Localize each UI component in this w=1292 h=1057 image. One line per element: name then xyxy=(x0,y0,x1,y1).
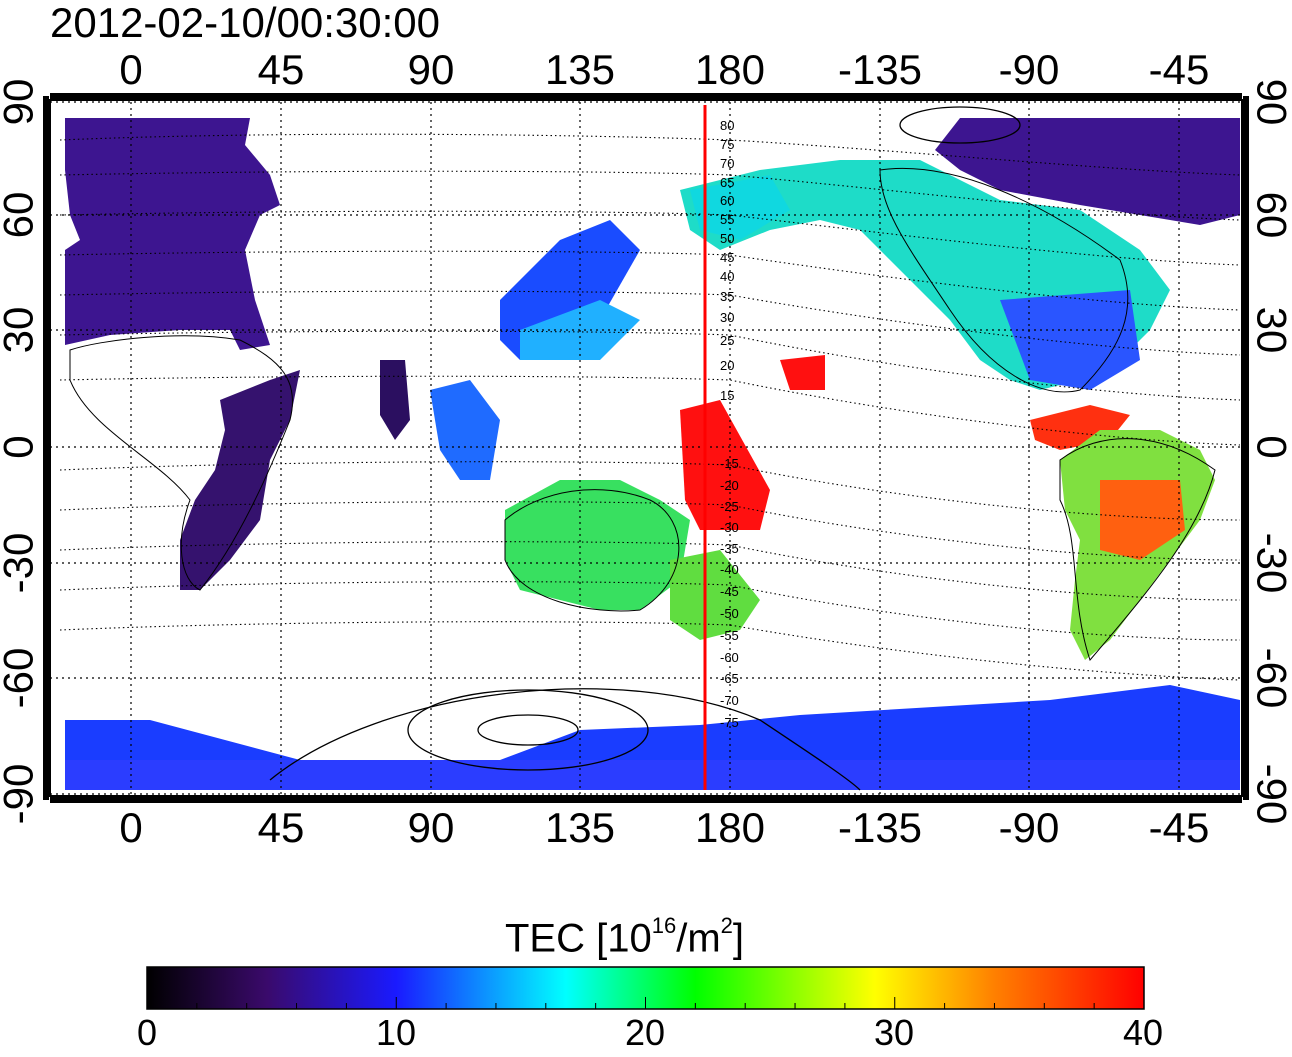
mlat-label: 20 xyxy=(720,358,734,373)
mlat-label: -75 xyxy=(720,715,739,730)
lat-tick-right: -60 xyxy=(1249,648,1292,709)
mlat-label: -20 xyxy=(720,478,739,493)
lat-tick-left: 0 xyxy=(0,435,42,458)
lon-tick-bottom: 135 xyxy=(545,804,615,851)
mlat-label: 60 xyxy=(720,193,734,208)
lat-tick-right: -30 xyxy=(1249,533,1292,594)
mlat-label: -25 xyxy=(720,499,739,514)
lon-tick-top: 180 xyxy=(695,46,765,93)
map-frame xyxy=(49,99,1243,797)
mlat-label: 80 xyxy=(720,118,734,133)
tec-data-layer xyxy=(65,118,1240,790)
lat-tick-right: 30 xyxy=(1249,307,1292,354)
tec-region-australia xyxy=(505,480,690,610)
lon-tick-bottom: 0 xyxy=(119,804,142,851)
lon-tick-top: -135 xyxy=(838,46,922,93)
mlat-label: 55 xyxy=(720,212,734,227)
mlat-label: -15 xyxy=(720,456,739,471)
lon-tick-bottom: 45 xyxy=(258,804,305,851)
lon-tick-top: 135 xyxy=(545,46,615,93)
lat-tick-left: 30 xyxy=(0,307,42,354)
lat-tick-right: 60 xyxy=(1249,192,1292,239)
mlat-label: 45 xyxy=(720,250,734,265)
lat-tick-right: 90 xyxy=(1249,79,1292,126)
tec-region-europe xyxy=(65,118,280,350)
coastlines xyxy=(69,167,1216,661)
mlat-label: -45 xyxy=(720,584,739,599)
lon-ticks-top: 0 45 90 135 180 -135 -90 -45 xyxy=(119,46,1209,93)
lat-tick-right: 0 xyxy=(1249,435,1292,458)
colorbar-minor-ticks xyxy=(146,997,1145,1009)
lon-tick-top: -90 xyxy=(999,46,1060,93)
tec-region-india xyxy=(380,360,410,440)
lon-tick-top: 45 xyxy=(258,46,305,93)
mlat-label: 50 xyxy=(720,231,734,246)
lon-tick-bottom: -45 xyxy=(1149,804,1210,851)
colorbar-label-unit-exp: 2 xyxy=(720,913,733,938)
tec-region-arctic-east xyxy=(935,118,1240,225)
colorbar-label-text: TEC [10 xyxy=(505,916,652,961)
lon-tick-top: 90 xyxy=(408,46,455,93)
mlat-labels-south: -15 -20 -25 -30 -35 -40 -45 -50 -55 -60 -65 -70 -75 xyxy=(720,456,739,730)
colorbar-tick: 40 xyxy=(1122,1012,1164,1053)
colorbar-tick: 0 xyxy=(136,1012,158,1053)
lon-tick-bottom: -135 xyxy=(838,804,922,851)
mlat-label: -70 xyxy=(720,693,739,708)
lat-tick-left: 60 xyxy=(0,192,42,239)
tec-region-nz xyxy=(670,550,760,640)
lon-tick-top: 0 xyxy=(119,46,142,93)
lat-tick-right: -90 xyxy=(1249,764,1292,825)
lon-tick-bottom: 180 xyxy=(695,804,765,851)
tec-region-antarctica-low xyxy=(65,760,1240,790)
colorbar-label-exp: 16 xyxy=(651,913,677,938)
colorbar-tick: 30 xyxy=(873,1012,915,1053)
mlat-label: 40 xyxy=(720,269,734,284)
tec-region-hawaii-red xyxy=(780,355,825,390)
mlat-label: 15 xyxy=(720,388,734,403)
mlat-label: -55 xyxy=(720,628,739,643)
lat-tick-left: -30 xyxy=(0,533,42,594)
pole-contours xyxy=(269,106,1021,791)
lon-tick-bottom: -90 xyxy=(999,804,1060,851)
lat-tick-left: -60 xyxy=(0,648,42,709)
mlat-labels-north: 80 75 70 65 60 55 50 45 40 35 30 25 20 15 xyxy=(720,118,734,403)
mlat-label: -30 xyxy=(720,520,739,535)
mlat-label: 65 xyxy=(720,175,734,190)
tec-region-alaska xyxy=(690,175,790,240)
mlat-label: -40 xyxy=(720,562,739,577)
colorbar-label: TEC [1016/m2] xyxy=(505,908,744,960)
colorbar-label-unit: /m xyxy=(676,916,721,961)
lat-ticks-left: 90 60 30 0 -30 -60 -90 xyxy=(0,79,42,825)
colorbar-tick: 20 xyxy=(624,1012,666,1053)
mlat-label: -50 xyxy=(720,606,739,621)
magnetic-latitude-lines xyxy=(59,133,1241,681)
mlat-label: 30 xyxy=(720,310,734,325)
lat-tick-left: 90 xyxy=(0,79,42,126)
colorbar-tick: 10 xyxy=(375,1012,417,1053)
mlat-label: 25 xyxy=(720,333,734,348)
lat-tick-left: -90 xyxy=(0,764,42,825)
map-grid xyxy=(50,101,1242,795)
tec-region-se-asia xyxy=(430,380,500,480)
tec-region-brazil-hot xyxy=(1100,480,1185,560)
map-title: 2012-02-10/00:30:00 xyxy=(50,0,440,46)
mlat-label: -65 xyxy=(720,671,739,686)
lon-tick-bottom: 90 xyxy=(408,804,455,851)
lon-ticks-bottom: 0 45 90 135 180 -135 -90 -45 xyxy=(119,804,1209,851)
lon-tick-top: -45 xyxy=(1149,46,1210,93)
mlat-label: -35 xyxy=(720,541,739,556)
tec-region-pacific-red xyxy=(680,400,770,530)
lat-ticks-right: 90 60 30 0 -30 -60 -90 xyxy=(1249,79,1292,825)
mlat-label: 70 xyxy=(720,156,734,171)
colorbar-label-close: ] xyxy=(732,916,745,961)
mlat-label: 75 xyxy=(720,137,734,152)
mlat-label: -60 xyxy=(720,650,739,665)
mlat-label: 35 xyxy=(720,289,734,304)
tec-region-africa xyxy=(180,370,300,590)
tec-region-us-east xyxy=(1000,290,1140,390)
